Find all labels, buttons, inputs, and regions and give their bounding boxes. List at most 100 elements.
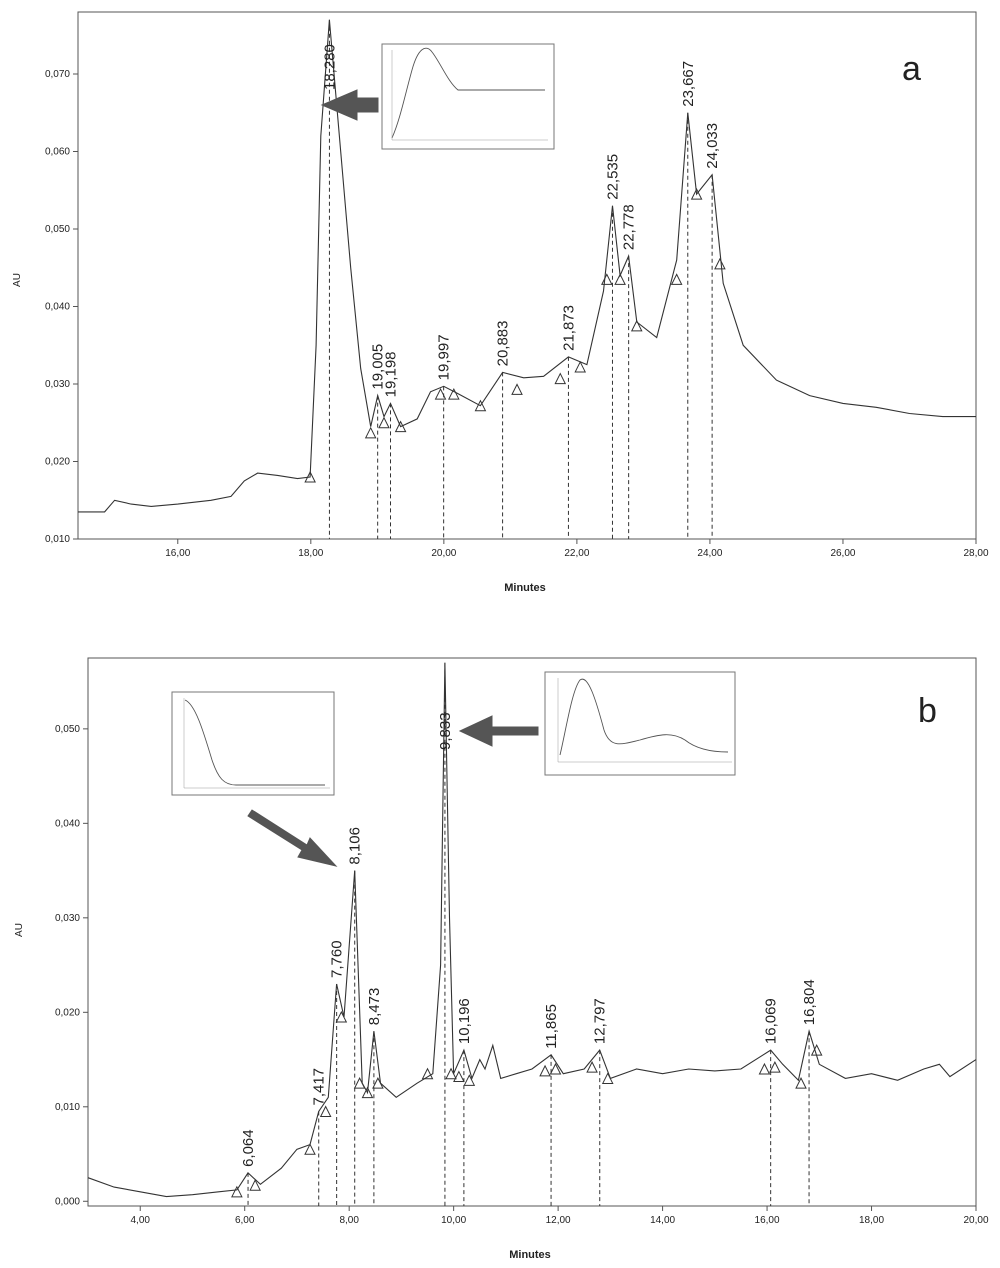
integration-marker — [554, 372, 567, 385]
panel-b-y-axis-label: AU — [14, 923, 25, 937]
integration-marker — [364, 426, 377, 439]
y-tick-label: 0,010 — [45, 534, 70, 545]
panel-b-letter: b — [918, 692, 937, 730]
y-tick-label: 0,000 — [55, 1196, 80, 1207]
x-tick-label: 12,00 — [546, 1215, 571, 1226]
integration-marker — [434, 387, 447, 400]
y-tick-label: 0,030 — [55, 913, 80, 924]
x-tick-label: 28,00 — [963, 548, 988, 559]
peak-label: 12,797 — [592, 998, 609, 1044]
y-tick-label: 0,010 — [55, 1102, 80, 1113]
panel-b-x-axis-label: Minutes — [509, 1249, 551, 1261]
y-tick-label: 0,040 — [45, 302, 70, 313]
integration-marker — [249, 1179, 261, 1191]
integration-marker — [810, 1043, 823, 1056]
peak-label: 21,873 — [560, 305, 577, 351]
integration-marker — [511, 383, 523, 395]
panel-a-arrow — [320, 89, 379, 121]
integration-marker — [769, 1060, 781, 1073]
x-tick-label: 10,00 — [441, 1215, 466, 1226]
peak-label: 22,535 — [604, 154, 621, 200]
integration-marker — [372, 1077, 384, 1089]
integration-marker — [549, 1062, 562, 1075]
x-tick-label: 20,00 — [963, 1215, 988, 1226]
x-tick-label: 22,00 — [564, 548, 589, 559]
panel-b-arrow-right — [458, 715, 539, 747]
peak-label: 20,883 — [495, 320, 512, 366]
integration-marker — [319, 1105, 332, 1118]
y-tick-label: 0,020 — [45, 457, 70, 468]
peak-label: 22,778 — [621, 204, 638, 250]
y-tick-label: 0,050 — [55, 724, 80, 735]
integration-marker — [231, 1185, 243, 1198]
integration-marker — [361, 1086, 374, 1099]
integration-marker — [574, 360, 587, 373]
x-tick-label: 14,00 — [650, 1215, 675, 1226]
integration-marker — [601, 1072, 614, 1084]
integration-marker — [453, 1070, 465, 1083]
x-tick-label: 26,00 — [830, 548, 855, 559]
integration-marker — [394, 420, 407, 433]
panel-b-inset-spectrum-right — [544, 671, 736, 776]
panel-a-integration-markers — [304, 188, 726, 483]
integration-marker — [670, 273, 683, 285]
integration-marker — [758, 1062, 771, 1075]
integration-marker — [795, 1077, 807, 1089]
x-tick-label: 18,00 — [298, 548, 323, 559]
x-tick-label: 16,00 — [755, 1215, 780, 1226]
panel-a: 16,00 18,00 20,00 22,00 24,00 26,00 28,00 0,010… — [12, 11, 989, 594]
y-tick-label: 0,070 — [45, 69, 70, 80]
peak-label: 16,069 — [763, 998, 780, 1044]
x-tick-label: 6,00 — [235, 1215, 255, 1226]
integration-marker — [445, 1067, 457, 1080]
peak-label: 7,760 — [329, 940, 346, 978]
integration-marker — [304, 1143, 316, 1155]
peak-label: 6,064 — [240, 1129, 257, 1167]
integration-marker — [378, 416, 390, 429]
integration-marker — [690, 188, 703, 200]
panel-b-inset-spectrum-left — [171, 691, 335, 796]
panel-a-inset-spectrum — [381, 43, 555, 150]
peak-label: 16,804 — [801, 979, 818, 1025]
y-tick-label: 0,030 — [45, 379, 70, 390]
peak-label: 9,833 — [437, 712, 454, 750]
panel-a-letter: a — [902, 50, 921, 88]
panel-b-arrow-left — [247, 809, 338, 867]
integration-marker — [601, 273, 613, 285]
integration-marker — [353, 1077, 366, 1089]
peak-label: 8,473 — [366, 988, 383, 1026]
peak-label: 19,198 — [383, 351, 400, 397]
integration-marker — [474, 399, 487, 412]
x-tick-label: 4,00 — [131, 1215, 151, 1226]
panel-a-y-axis-label: AU — [12, 273, 23, 287]
peak-label: 18,280 — [321, 44, 338, 90]
integration-marker — [714, 257, 726, 270]
peak-label: 24,033 — [704, 123, 721, 169]
integration-marker — [630, 319, 643, 332]
panel-b-integration-markers — [231, 1010, 823, 1198]
integration-marker — [586, 1060, 598, 1073]
panel-b: 4,00 6,00 8,00 10,00 12,00 14,00 16,00 18,00 20,… — [14, 657, 989, 1261]
x-tick-label: 18,00 — [859, 1215, 884, 1226]
integration-marker — [539, 1064, 551, 1077]
y-tick-label: 0,050 — [45, 224, 70, 235]
panel-a-axes: 16,00 18,00 20,00 22,00 24,00 26,00 28,00 0,010… — [45, 69, 989, 559]
peak-label: 19,997 — [436, 334, 453, 380]
y-tick-label: 0,020 — [55, 1007, 80, 1018]
y-tick-label: 0,060 — [45, 147, 70, 158]
y-tick-label: 0,040 — [55, 818, 80, 829]
integration-marker — [463, 1074, 476, 1086]
panel-a-x-axis-label: Minutes — [504, 582, 546, 594]
x-tick-label: 24,00 — [697, 548, 722, 559]
integration-marker — [614, 273, 626, 285]
x-tick-label: 8,00 — [339, 1215, 359, 1226]
x-tick-label: 20,00 — [431, 548, 456, 559]
integration-marker — [335, 1010, 348, 1023]
integration-marker — [421, 1067, 434, 1080]
peak-label: 19,005 — [370, 344, 387, 390]
integration-marker — [304, 470, 316, 483]
panel-b-plot-frame — [87, 657, 977, 1207]
panel-b-peak-labels: 6,064 7,417 7,760 8,106 8,473 9,833 10,196 11,8… — [240, 712, 818, 1166]
